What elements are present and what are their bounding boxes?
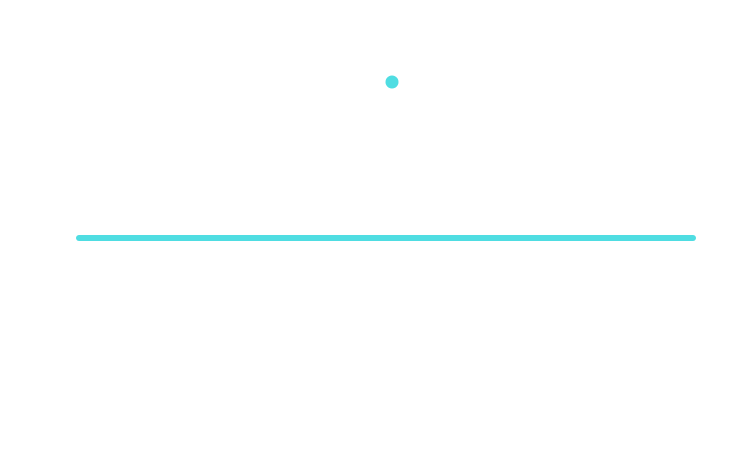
dot xyxy=(385,75,399,89)
